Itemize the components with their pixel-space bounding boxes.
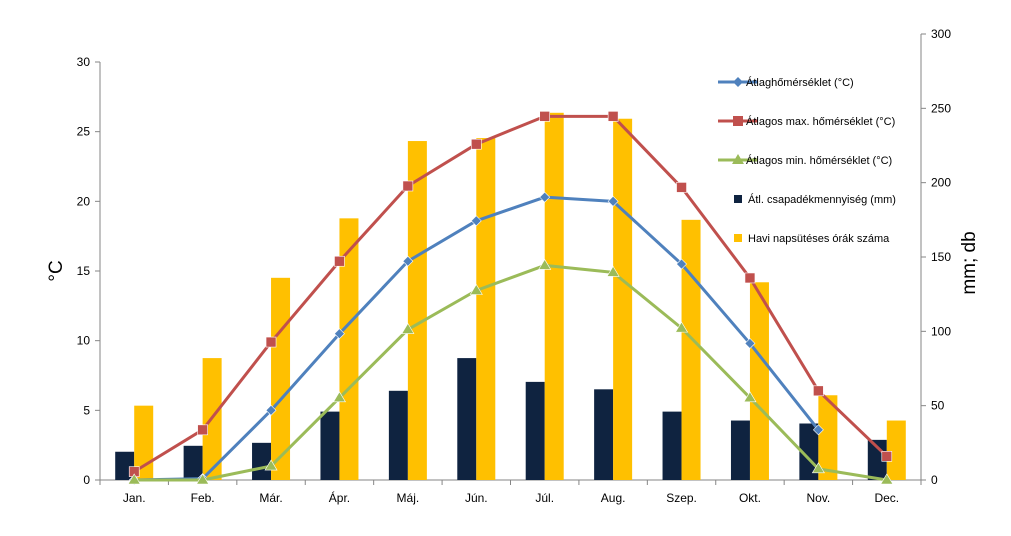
bar <box>407 141 427 481</box>
data-point <box>607 111 619 122</box>
series-line <box>134 263 888 482</box>
data-point <box>332 391 346 403</box>
x-axis-tick-label: Már. <box>259 491 282 505</box>
x-axis-tick-label: Júl. <box>535 491 554 505</box>
data-point <box>676 182 687 193</box>
x-axis-tick-label: Aug. <box>601 491 626 505</box>
bar <box>476 138 496 481</box>
data-point <box>470 138 482 150</box>
bar <box>662 411 682 480</box>
data-point <box>334 255 345 267</box>
data-point <box>127 473 141 485</box>
y-axis-right-tick-label: 300 <box>931 27 951 41</box>
data-point <box>811 462 825 474</box>
bar <box>818 395 838 480</box>
y-axis-left-tick-label: 25 <box>77 125 91 139</box>
bar <box>252 442 272 480</box>
y-axis-right-tick-label: 0 <box>931 473 938 487</box>
y-axis-left-title: °C <box>46 260 67 281</box>
data-point <box>676 258 687 270</box>
data-point <box>470 215 482 227</box>
y-axis-right-tick-label: 150 <box>931 250 951 264</box>
chart-lines <box>127 111 894 486</box>
bar <box>388 390 408 480</box>
y-axis-right-tick-label: 200 <box>931 176 951 190</box>
data-point <box>402 180 414 192</box>
data-point <box>265 404 277 416</box>
legend-label: Átlagos max. hőmérséklet (°C) <box>746 115 895 128</box>
x-axis-tick-label: Dec. <box>874 491 899 505</box>
chart-legend: Átlaghőmérséklet (°C) Átlagos max. hőmérs… <box>718 76 896 245</box>
x-axis-tick-label: Jún. <box>465 491 488 505</box>
data-point <box>744 272 756 284</box>
data-point <box>606 265 620 277</box>
x-axis-tick-label: Máj. <box>397 491 420 505</box>
data-point <box>880 473 894 485</box>
data-point <box>744 338 756 349</box>
x-axis-tick-label: Jan. <box>123 491 146 505</box>
y-axis-right-tick-label: 250 <box>931 101 951 115</box>
legend-label: Átlaghőmérséklet (°C) <box>746 76 854 89</box>
data-point <box>401 322 415 334</box>
bar <box>544 112 564 480</box>
data-point <box>881 451 893 462</box>
y-axis-left-tick-label: 30 <box>77 55 91 69</box>
data-point <box>265 336 277 348</box>
x-axis-tick-label: Szep. <box>666 491 697 505</box>
x-axis-tick-label: Feb. <box>191 491 215 505</box>
bar <box>681 219 701 481</box>
y-axis-right-title: mm; db <box>959 231 980 294</box>
data-point <box>197 424 208 436</box>
legend-label: Havi napsütéses órák száma <box>748 233 890 245</box>
bar <box>594 389 614 480</box>
legend-bar-swatch <box>734 234 742 242</box>
y-axis-left-tick-label: 0 <box>83 473 90 487</box>
data-point <box>539 111 551 122</box>
chart-bars <box>115 112 906 481</box>
legend-marker <box>733 77 743 87</box>
data-point <box>469 283 483 295</box>
legend-label: Átl. csapadékmennyiség (mm) <box>748 193 896 206</box>
x-axis-tick-label: Nov. <box>806 491 830 505</box>
data-point <box>334 328 345 340</box>
y-axis-left-tick-label: 10 <box>77 334 91 348</box>
bar <box>271 277 291 480</box>
legend-bar-swatch <box>734 195 742 203</box>
series-line <box>133 114 888 473</box>
data-point <box>812 424 824 436</box>
bar <box>749 282 769 480</box>
legend-marker <box>732 154 744 164</box>
x-axis-tick-label: Ápr. <box>329 490 350 505</box>
bar <box>730 420 750 480</box>
bar <box>613 118 633 481</box>
data-point <box>539 191 551 203</box>
bar <box>457 358 477 480</box>
data-point <box>196 473 210 485</box>
bar <box>525 381 545 480</box>
y-axis-right-tick-label: 100 <box>931 324 951 338</box>
data-point <box>607 195 619 207</box>
bar <box>339 218 359 480</box>
y-axis-left-tick-label: 5 <box>83 403 90 417</box>
y-axis-right-tick-label: 50 <box>931 399 945 413</box>
legend-label: Átlagos min. hőmérséklet (°C) <box>746 154 892 167</box>
data-point <box>538 258 552 270</box>
bar <box>320 411 340 480</box>
bar <box>183 445 203 480</box>
y-axis-left-tick-label: 15 <box>77 264 91 278</box>
x-axis-tick-label: Okt. <box>739 491 761 505</box>
y-axis-left-tick-label: 20 <box>77 194 91 208</box>
legend-marker <box>733 116 743 126</box>
bar <box>886 420 906 480</box>
data-point <box>675 321 689 333</box>
data-point <box>264 459 278 471</box>
data-point <box>402 255 414 267</box>
data-point <box>813 385 824 397</box>
data-point <box>743 391 757 403</box>
chart-axes <box>95 33 926 485</box>
